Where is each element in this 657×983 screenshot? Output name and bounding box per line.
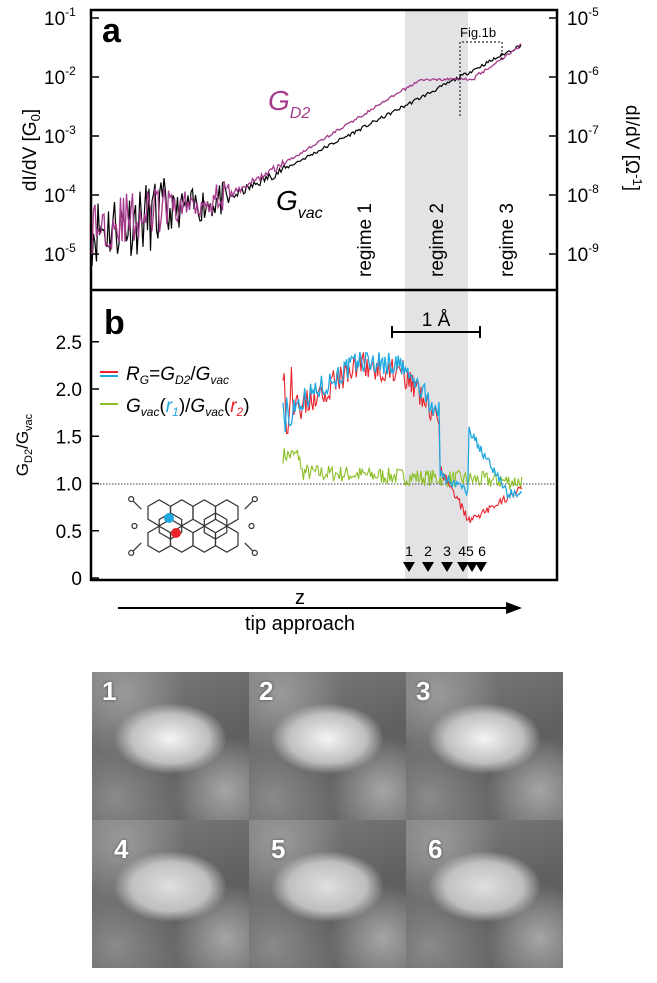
panel-a-right-tick-label: 10-8: [567, 182, 599, 207]
panel-a-left-ticks: 10-1 10-2 10-3 10-4 10-5: [44, 5, 99, 266]
panel-a-right-tick-label: 10-5: [567, 5, 599, 30]
panel-b-tick-label: 0.5: [56, 522, 82, 543]
panel-b-tick-label: 1.0: [56, 475, 82, 496]
plot-frame: [89, 8, 559, 582]
series-ratio-r1-r2-line: [282, 447, 523, 490]
regime-2-label: regime 2: [427, 203, 448, 277]
panel-a-y-left-label: dI/dV [G0]: [20, 109, 43, 191]
scale-bar: 1 Å: [391, 310, 481, 338]
panel-b-tick-label: 2.0: [56, 380, 82, 401]
position-r1-marker: [164, 513, 174, 523]
legend-rg-text: RG=GD2/Gvac: [126, 364, 229, 387]
regime-1-label: regime 1: [355, 203, 376, 277]
series-g-vac-line: [91, 44, 522, 266]
scale-bar-label: 1 Å: [422, 310, 451, 331]
panel-b-tick-label: 1.5: [56, 427, 82, 448]
panel-a-y-right-label: dI/dV [Ω-1]: [621, 105, 645, 191]
panel-a-right-tick-label: 10-7: [567, 123, 599, 148]
series-rg-blue-line: [282, 351, 523, 500]
panel-b-tick-label: 2.5: [56, 333, 82, 354]
regime-3-label: regime 3: [497, 203, 518, 277]
series-g-d2-label: GD2: [268, 85, 310, 122]
image-marker-triangle: [403, 562, 415, 572]
afm-image-tile-label: 3: [416, 676, 431, 706]
image-markers: 1 2 3 45 6: [403, 543, 487, 572]
afm-image-tile-1: 1: [92, 672, 249, 820]
panel-a-left-tick-label: 10-5: [44, 241, 76, 266]
afm-image-tile-label: 1: [102, 676, 117, 706]
inset-reference-box: [459, 41, 503, 116]
panel-a-label: a: [102, 12, 122, 50]
image-marker-label: 45: [458, 543, 474, 559]
image-marker-triangle: [457, 562, 469, 572]
afm-image-tile-3: 3: [406, 672, 563, 820]
afm-image-tile-label: 4: [114, 834, 129, 864]
panel-a-left-tick-label: 10-2: [44, 64, 76, 89]
afm-image-tile-5: 5: [249, 820, 406, 968]
afm-image-tile-4: 4: [92, 820, 249, 968]
figure: 10-110-210-310-410-5 10-510-610-710-810-…: [13, 5, 645, 635]
afm-image-tile-label: 6: [428, 834, 443, 864]
series-g-d2-line: [91, 43, 522, 255]
afm-image-tile-label: 5: [271, 834, 286, 864]
ptcda-molecule-diagram: [128, 496, 258, 557]
image-marker-triangle: [466, 562, 478, 572]
position-r2-marker: [171, 528, 181, 538]
series-g-vac-label: Gvac: [276, 185, 323, 222]
inset-reference-label: Fig.1b: [460, 25, 496, 40]
afm-image-tile-6: 6: [406, 820, 563, 968]
image-marker-label: 1: [405, 543, 413, 559]
panel-a-left-tick-label: 10-4: [44, 182, 76, 207]
panel-b-label: b: [104, 304, 125, 342]
panel-a-right-ticks: 10-5 10-6 10-7 10-8 10-9: [549, 5, 599, 266]
panel-a-right-tick-label: 10-6: [567, 64, 599, 89]
legend-ratio-text: Gvac(r1)/Gvac(r2): [126, 396, 250, 419]
afm-image-tile-label: 2: [259, 676, 274, 706]
panel-b-ticks: 2.5 2.0 1.5 1.0 0.5 0: [56, 333, 99, 590]
panel-b-y-label: GD2/Gvac: [13, 413, 35, 476]
image-marker-label: 6: [478, 543, 486, 559]
panel-b-tick-label: 0: [71, 569, 82, 590]
z-axis-label: z: [295, 587, 305, 609]
panel-a-left-tick-label: 10-1: [44, 5, 76, 30]
z-axis-arrowhead: [506, 602, 522, 614]
series-rg-red-line: [282, 352, 523, 524]
image-marker-triangle: [422, 562, 434, 572]
panel-b-legend: RG=GD2/Gvac Gvac(r1)/Gvac(r2): [100, 364, 250, 419]
panel-a-left-tick-label: 10-3: [44, 123, 76, 148]
afm-image-tile-2: 2: [249, 672, 406, 820]
image-marker-label: 2: [424, 543, 432, 559]
image-marker-triangle: [475, 562, 487, 572]
image-marker-label: 3: [443, 543, 451, 559]
image-marker-triangle: [441, 562, 453, 572]
z-axis-sublabel: tip approach: [245, 613, 355, 635]
panel-a-right-tick-label: 10-9: [567, 241, 599, 266]
regime-2-shading: [405, 10, 468, 580]
